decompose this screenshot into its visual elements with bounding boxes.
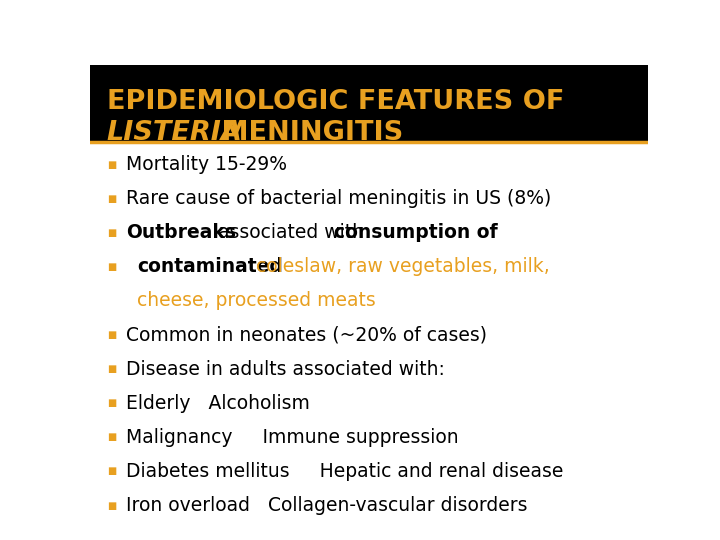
Text: Malignancy     Immune suppression: Malignancy Immune suppression bbox=[126, 428, 459, 447]
Text: Elderly   Alcoholism: Elderly Alcoholism bbox=[126, 394, 310, 413]
Text: associated with: associated with bbox=[212, 223, 369, 242]
Text: ■: ■ bbox=[107, 194, 116, 204]
Text: ■: ■ bbox=[107, 364, 116, 374]
Text: consumption of: consumption of bbox=[334, 223, 498, 242]
Text: ■: ■ bbox=[107, 501, 116, 510]
Text: EPIDEMIOLOGIC FEATURES OF: EPIDEMIOLOGIC FEATURES OF bbox=[107, 89, 564, 115]
Text: contaminated: contaminated bbox=[138, 258, 283, 276]
Text: ■: ■ bbox=[107, 433, 116, 442]
Text: ■: ■ bbox=[107, 467, 116, 476]
Text: cheese, processed meats: cheese, processed meats bbox=[138, 292, 376, 310]
Text: ■: ■ bbox=[107, 228, 116, 238]
FancyBboxPatch shape bbox=[90, 65, 648, 141]
Text: ■: ■ bbox=[107, 160, 116, 170]
Text: ■: ■ bbox=[107, 330, 116, 340]
Text: LISTERIA: LISTERIA bbox=[107, 120, 243, 146]
Text: Outbreaks: Outbreaks bbox=[126, 223, 236, 242]
Text: ■: ■ bbox=[107, 262, 116, 272]
Text: ■: ■ bbox=[107, 399, 116, 408]
Text: Diabetes mellitus     Hepatic and renal disease: Diabetes mellitus Hepatic and renal dise… bbox=[126, 462, 564, 481]
Text: coleslaw, raw vegetables, milk,: coleslaw, raw vegetables, milk, bbox=[251, 258, 550, 276]
Text: MENINGITIS: MENINGITIS bbox=[212, 120, 403, 146]
Text: Mortality 15-29%: Mortality 15-29% bbox=[126, 155, 287, 174]
Text: Iron overload   Collagen-vascular disorders: Iron overload Collagen-vascular disorder… bbox=[126, 496, 528, 515]
Text: Common in neonates (~20% of cases): Common in neonates (~20% of cases) bbox=[126, 326, 487, 345]
Text: Rare cause of bacterial meningitis in US (8%): Rare cause of bacterial meningitis in US… bbox=[126, 189, 552, 208]
Text: Disease in adults associated with:: Disease in adults associated with: bbox=[126, 360, 445, 379]
